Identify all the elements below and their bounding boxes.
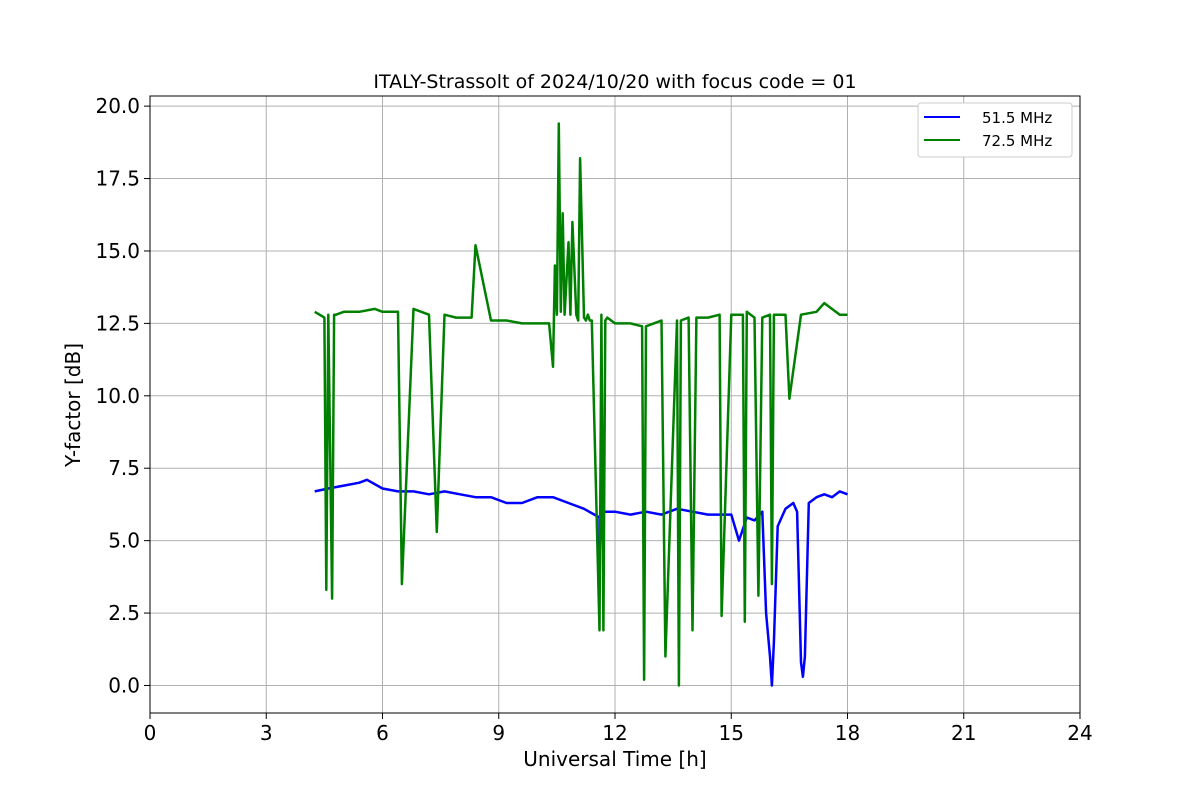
x-axis: 0 3 6 9 12 15 18 21 24 [144, 713, 1093, 745]
x-tick-label: 9 [492, 721, 505, 745]
x-axis-label: Universal Time [h] [523, 747, 706, 771]
x-tick-label: 21 [951, 721, 976, 745]
y-axis-label: Y-factor [dB] [61, 343, 85, 468]
y-axis: 0.0 2.5 5.0 7.5 10.0 12.5 15.0 17.5 20.0 [95, 94, 150, 697]
x-tick-label: 3 [260, 721, 273, 745]
legend: 51.5 MHz 72.5 MHz [917, 102, 1073, 158]
legend-label-72-5-mhz: 72.5 MHz [982, 132, 1052, 150]
y-tick-label: 5.0 [108, 529, 140, 553]
x-tick-label: 18 [835, 721, 860, 745]
y-tick-label: 7.5 [108, 456, 140, 480]
y-tick-label: 12.5 [95, 311, 140, 335]
chart-title: ITALY-Strassolt of 2024/10/20 with focus… [373, 71, 856, 93]
y-tick-label: 2.5 [108, 601, 140, 625]
x-tick-label: 15 [719, 721, 744, 745]
series-line-72-5-mhz [314, 122, 848, 687]
series-layer [314, 122, 848, 687]
x-tick-label: 6 [376, 721, 389, 745]
x-tick-label: 12 [602, 721, 627, 745]
y-tick-label: 20.0 [95, 94, 140, 118]
y-tick-label: 17.5 [95, 167, 140, 191]
y-tick-label: 10.0 [95, 384, 140, 408]
legend-label-51-5-mhz: 51.5 MHz [982, 109, 1052, 127]
x-tick-label: 24 [1067, 721, 1092, 745]
x-tick-label: 0 [144, 721, 157, 745]
y-tick-label: 0.0 [108, 673, 140, 697]
y-tick-label: 15.0 [95, 239, 140, 263]
